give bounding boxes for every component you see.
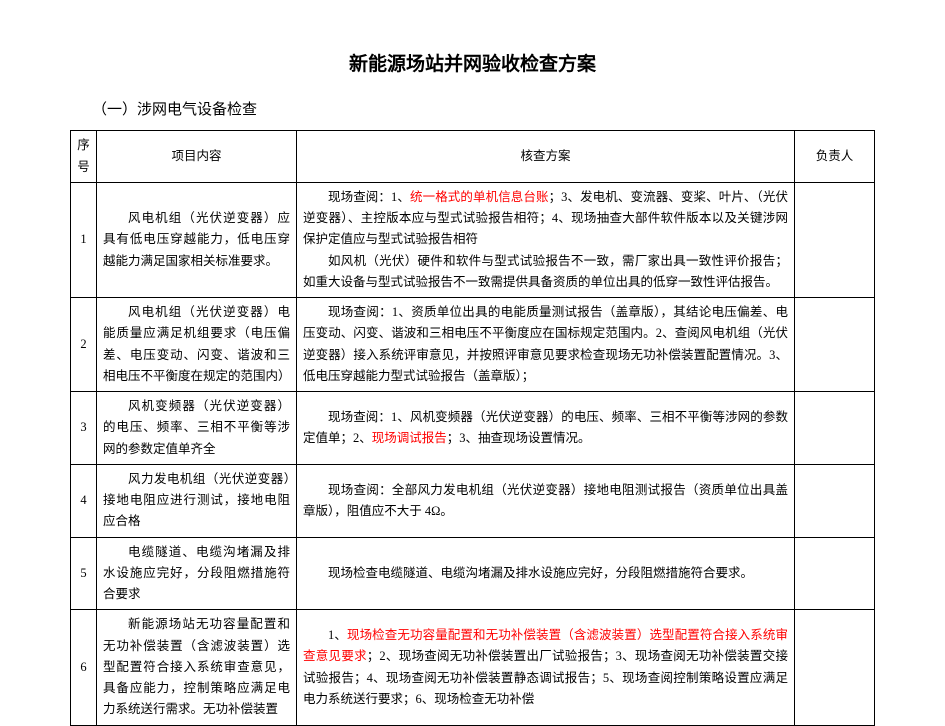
cell-item: 风力发电机组（光伏逆变器）接地电阻应进行测试，接地电阻应合格 xyxy=(97,464,297,537)
table-row: 5 电缆隧道、电缆沟堵漏及排水设施应完好，分段阻燃措施符合要求 现场检查电缆隧道… xyxy=(71,537,875,610)
header-plan: 核查方案 xyxy=(297,131,795,183)
cell-resp xyxy=(795,298,875,392)
cell-resp xyxy=(795,610,875,725)
plan-text: 现场查阅：1、 xyxy=(328,190,410,204)
cell-resp xyxy=(795,182,875,297)
cell-seq: 4 xyxy=(71,464,97,537)
table-row: 2 风电机组（光伏逆变器）电能质量应满足机组要求（电压偏差、电压变动、闪变、谐波… xyxy=(71,298,875,392)
plan-text: 现场查阅：1、资质单位出具的电能质量测试报告（盖章版），其结论电压偏差、电压变动… xyxy=(303,302,788,387)
cell-resp xyxy=(795,392,875,465)
header-resp: 负责人 xyxy=(795,131,875,183)
table-row: 6 新能源场站无功容量配置和无功补偿装置（含滤波装置）选型配置符合接入系统审查意… xyxy=(71,610,875,725)
cell-seq: 3 xyxy=(71,392,97,465)
plan-highlight: 统一格式的单机信息台账 xyxy=(410,190,549,204)
plan-text: 现场检查电缆隧道、电缆沟堵漏及排水设施应完好，分段阻燃措施符合要求。 xyxy=(303,563,788,584)
cell-item: 电缆隧道、电缆沟堵漏及排水设施应完好，分段阻燃措施符合要求 xyxy=(97,537,297,610)
cell-plan: 1、现场检查无功容量配置和无功补偿装置（含滤波装置）选型配置符合接入系统审查意见… xyxy=(297,610,795,725)
plan-text: 如风机（光伏）硬件和软件与型式试验报告不一致，需厂家出具一致性评价报告；如重大设… xyxy=(303,251,788,294)
cell-resp xyxy=(795,537,875,610)
table-header-row: 序号 项目内容 核查方案 负责人 xyxy=(71,131,875,183)
cell-plan: 现场查阅：全部风力发电机组（光伏逆变器）接地电阻测试报告（资质单位出具盖章版），… xyxy=(297,464,795,537)
cell-item: 风机变频器（光伏逆变器）的电压、频率、三相不平衡等涉网的参数定值单齐全 xyxy=(97,392,297,465)
cell-seq: 1 xyxy=(71,182,97,297)
cell-item: 新能源场站无功容量配置和无功补偿装置（含滤波装置）选型配置符合接入系统审查意见，… xyxy=(97,610,297,725)
cell-seq: 6 xyxy=(71,610,97,725)
cell-seq: 2 xyxy=(71,298,97,392)
plan-text: ；3、抽查现场设置情况。 xyxy=(447,431,591,445)
cell-item: 风电机组（光伏逆变器）电能质量应满足机组要求（电压偏差、电压变动、闪变、谐波和三… xyxy=(97,298,297,392)
cell-plan: 现场检查电缆隧道、电缆沟堵漏及排水设施应完好，分段阻燃措施符合要求。 xyxy=(297,537,795,610)
cell-plan: 现场查阅：1、风机变频器（光伏逆变器）的电压、频率、三相不平衡等涉网的参数定值单… xyxy=(297,392,795,465)
table-row: 1 风电机组（光伏逆变器）应具有低电压穿越能力，低电压穿越能力满足国家相关标准要… xyxy=(71,182,875,297)
plan-text: 1、 xyxy=(328,628,347,642)
page-title: 新能源场站并网验收检查方案 xyxy=(70,50,875,80)
section-subtitle: （一）涉网电气设备检查 xyxy=(70,98,875,122)
table-row: 3 风机变频器（光伏逆变器）的电压、频率、三相不平衡等涉网的参数定值单齐全 现场… xyxy=(71,392,875,465)
cell-resp xyxy=(795,464,875,537)
cell-plan: 现场查阅：1、资质单位出具的电能质量测试报告（盖章版），其结论电压偏差、电压变动… xyxy=(297,298,795,392)
plan-highlight: 现场调试报告 xyxy=(372,431,447,445)
inspection-table: 序号 项目内容 核查方案 负责人 1 风电机组（光伏逆变器）应具有低电压穿越能力… xyxy=(70,130,875,725)
header-item: 项目内容 xyxy=(97,131,297,183)
cell-plan: 现场查阅：1、统一格式的单机信息台账；3、发电机、变流器、变桨、叶片、（光伏逆变… xyxy=(297,182,795,297)
table-row: 4 风力发电机组（光伏逆变器）接地电阻应进行测试，接地电阻应合格 现场查阅：全部… xyxy=(71,464,875,537)
plan-text: ；2、现场查阅无功补偿装置出厂试验报告；3、现场查阅无功补偿装置交接试验报告；4… xyxy=(303,649,788,706)
cell-item: 风电机组（光伏逆变器）应具有低电压穿越能力，低电压穿越能力满足国家相关标准要求。 xyxy=(97,182,297,297)
cell-seq: 5 xyxy=(71,537,97,610)
header-seq: 序号 xyxy=(71,131,97,183)
plan-text: 现场查阅：全部风力发电机组（光伏逆变器）接地电阻测试报告（资质单位出具盖章版），… xyxy=(303,480,788,523)
